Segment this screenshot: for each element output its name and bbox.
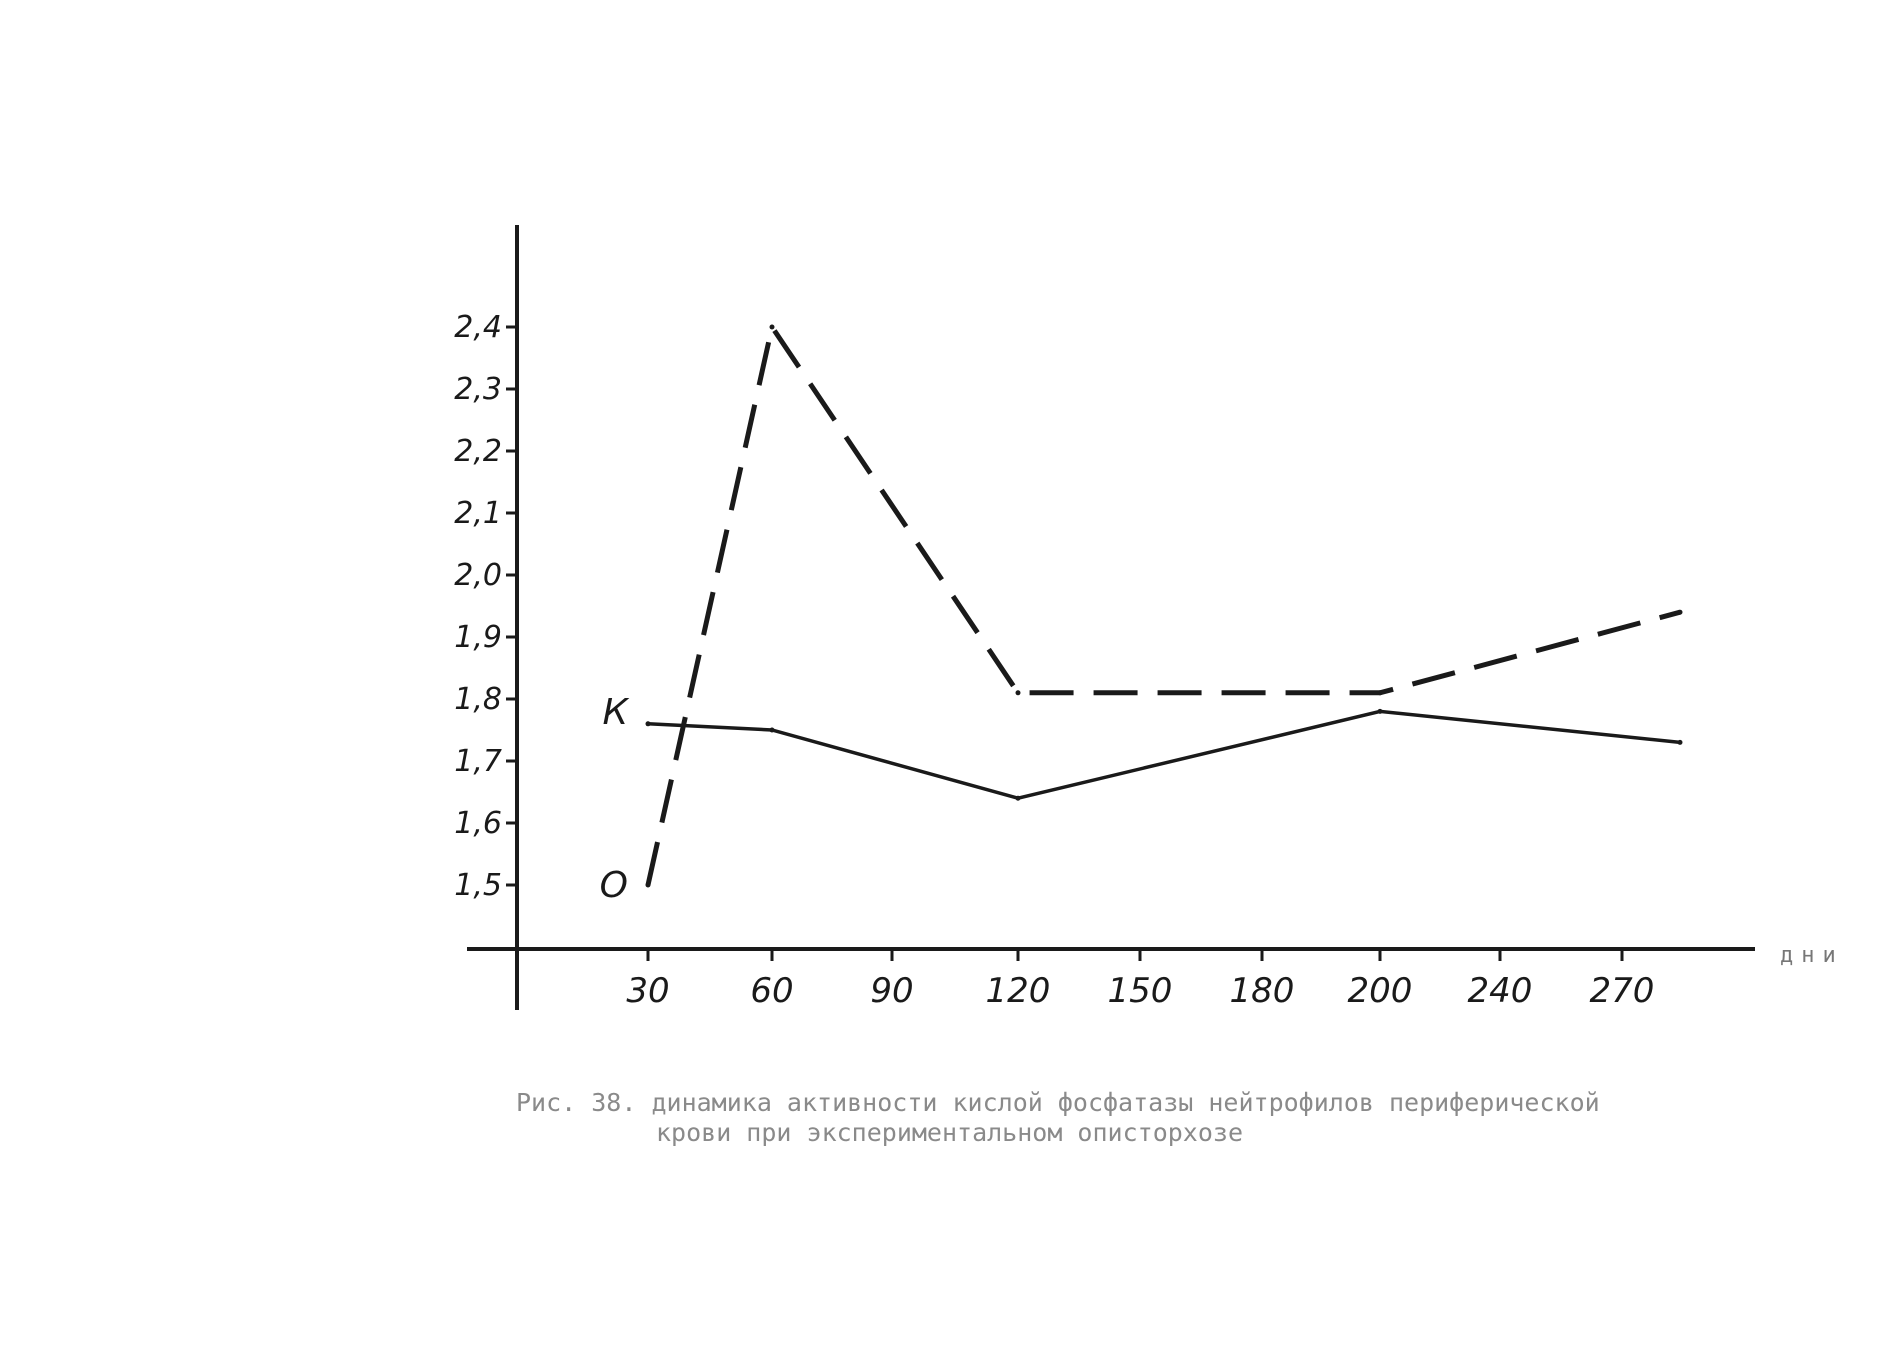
data-point	[645, 721, 651, 727]
y-tick-label: 1,6	[454, 806, 502, 841]
data-point	[1377, 708, 1383, 714]
series-line-dashed	[645, 320, 1681, 886]
y-ticks: 1,5 1,6 1,7 1,8 1,9 2,0 2,1 2,2 2,3 2,4	[454, 310, 517, 903]
series-label: К	[602, 692, 629, 733]
data-point	[769, 727, 775, 733]
x-tick-label: 270	[1590, 971, 1655, 1011]
x-tick-label: 60	[750, 971, 793, 1011]
y-tick-label: 1,7	[454, 744, 502, 779]
y-tick-label: 2,0	[454, 558, 502, 593]
data-point	[1677, 739, 1683, 745]
data-point	[769, 324, 775, 330]
data-point	[1377, 690, 1383, 696]
caption-line-2: крови при экспериментальном описторхозе	[656, 1118, 1243, 1147]
x-tick-label: 30	[626, 971, 669, 1011]
caption-line-1: Рис. 38. динамика активности кислой фосф…	[516, 1088, 1600, 1117]
x-tick-label: 180	[1230, 971, 1295, 1011]
y-tick-label: 2,4	[454, 310, 502, 345]
data-point	[1015, 795, 1021, 801]
x-tick-label: 240	[1468, 971, 1533, 1011]
data-point	[645, 882, 651, 888]
figure-caption: Рис. 38. динамика активности кислой фосф…	[516, 1088, 1816, 1148]
y-tick-label: 1,5	[454, 868, 502, 903]
y-tick-label: 2,2	[454, 434, 502, 469]
x-axis-unit-label: дни	[1780, 943, 1844, 968]
x-tick-label: 90	[870, 971, 913, 1011]
x-ticks: 30 60 90 120 150 180 200 240 270	[626, 949, 1654, 1011]
series-line-solid	[647, 709, 1681, 801]
y-tick-label: 1,9	[454, 620, 502, 655]
x-tick-label: 150	[1108, 971, 1173, 1011]
y-tick-label: 2,1	[454, 496, 502, 531]
y-tick-label: 2,3	[454, 372, 502, 407]
series-label: О	[600, 865, 628, 906]
series-layer: ОК	[600, 320, 1683, 906]
x-tick-label: 200	[1348, 971, 1413, 1011]
data-point	[1015, 690, 1021, 696]
data-point	[1677, 609, 1683, 615]
y-tick-label: 1,8	[454, 682, 502, 717]
x-tick-label: 120	[986, 971, 1051, 1011]
